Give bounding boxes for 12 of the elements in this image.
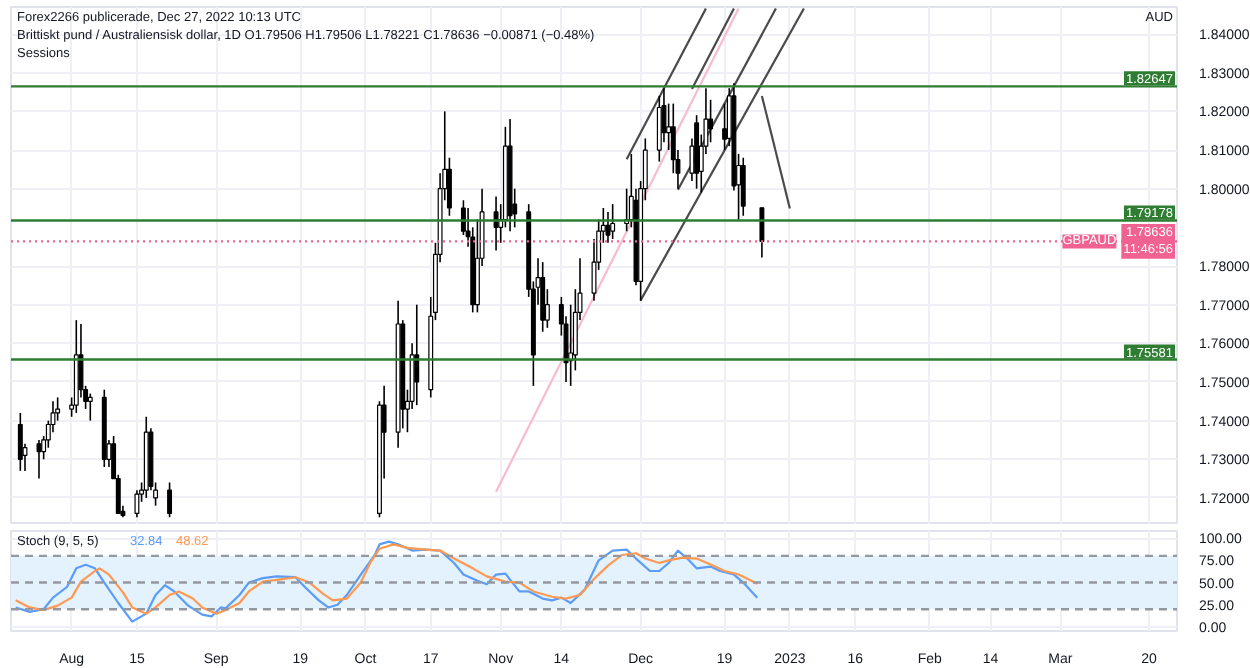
candlestick	[17, 412, 23, 472]
candlestick	[656, 95, 662, 163]
candlestick	[167, 481, 173, 519]
candlestick	[540, 261, 546, 333]
candlestick	[414, 303, 420, 406]
candlestick	[740, 156, 746, 217]
candlestick	[36, 439, 42, 480]
candlestick	[605, 211, 611, 244]
candlestick	[87, 392, 93, 422]
candlestick	[759, 206, 765, 259]
candlestick	[134, 489, 140, 519]
candlestick	[610, 203, 616, 240]
